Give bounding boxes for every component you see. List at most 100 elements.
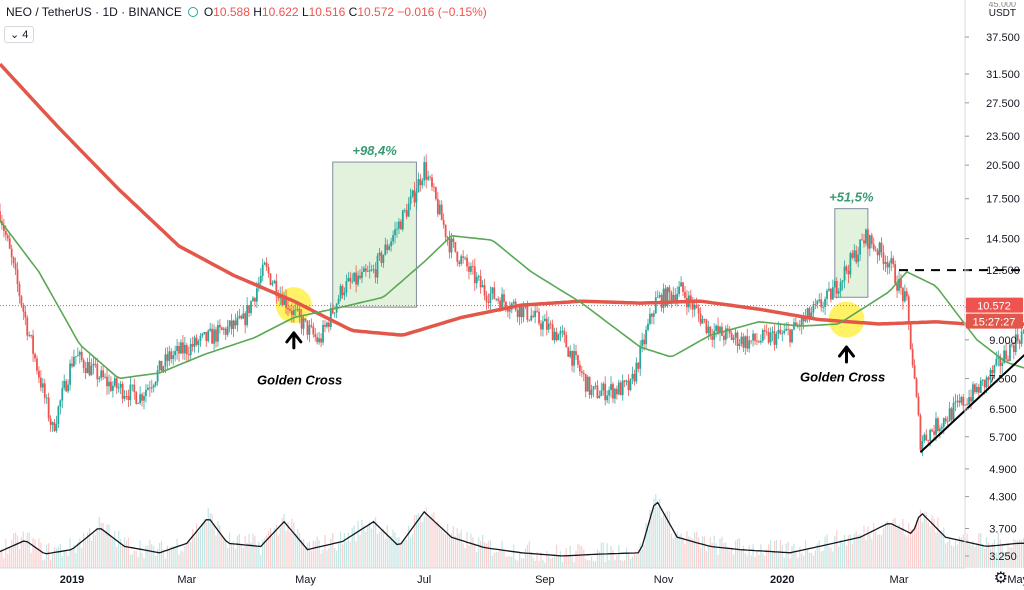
volume-bar (30, 552, 32, 568)
volume-bar (92, 533, 95, 568)
candle-body (94, 363, 97, 365)
candle-body (384, 244, 387, 255)
candle-body (775, 333, 778, 345)
candle-body (668, 287, 671, 293)
candle-body (631, 373, 634, 379)
volume-bar (376, 533, 379, 568)
volume-bar (713, 535, 715, 568)
candle-body (318, 338, 321, 343)
candle-body (294, 309, 297, 311)
y-tick-label: 7.500 (989, 374, 1017, 386)
candle-body (429, 176, 431, 178)
candle-body (45, 397, 48, 399)
volume-bar (184, 545, 186, 568)
volume-bar (398, 537, 400, 568)
volume-bar (921, 522, 923, 568)
volume-bar (682, 537, 684, 568)
candle-body (814, 304, 817, 305)
candle-body (777, 329, 780, 334)
measure-boxes: +98,4% +51,5% (332, 143, 874, 308)
candle-body (808, 308, 811, 318)
gear-icon[interactable]: ⚙ (993, 570, 1008, 587)
candle-body (191, 343, 194, 347)
candle-body (269, 273, 272, 285)
volume-bar (592, 561, 595, 568)
volume-bar (655, 494, 657, 568)
candle-body (78, 351, 81, 356)
volume-bar (160, 540, 163, 568)
volume-bar (631, 556, 634, 568)
volume-bar (287, 522, 289, 568)
candle-body (567, 347, 570, 357)
candle-body (765, 331, 768, 333)
indicators-toggle-button[interactable]: ⌄ 4 (4, 26, 35, 43)
volume-bar (367, 524, 369, 568)
candle-body (250, 301, 252, 314)
candle-body (600, 390, 603, 397)
volume-bar (793, 543, 795, 568)
volume-bar (151, 543, 153, 568)
x-tick-label: May (295, 574, 316, 586)
candle-body (98, 377, 101, 380)
candle-body (277, 296, 280, 299)
candle-body (921, 440, 924, 450)
volume-bar (123, 537, 126, 568)
candle-body (431, 177, 433, 187)
volume-bar (888, 524, 890, 568)
candle-body (882, 252, 885, 264)
volume-bar (538, 560, 540, 568)
candle-body (732, 337, 735, 340)
volume-ma-line (0, 501, 1024, 557)
volume-bar (423, 516, 425, 568)
volume-bar (316, 536, 318, 568)
volume-bar (373, 519, 375, 568)
volume-bar (254, 535, 256, 568)
candle-body (234, 320, 237, 326)
volume-bar (711, 542, 713, 568)
candle-body (907, 296, 910, 322)
volume-bar (297, 529, 299, 568)
candle-body (610, 384, 612, 391)
volume-bar (133, 549, 135, 568)
volume-bar (972, 540, 974, 568)
volume-bar (581, 546, 583, 568)
volume-bar (991, 543, 994, 568)
volume-bar (0, 551, 1, 568)
volume-bar (417, 513, 419, 568)
volume-bar (814, 550, 816, 568)
volume-bar (96, 527, 98, 568)
candle-body (388, 246, 391, 250)
candle-body (292, 309, 295, 316)
volume-bar (849, 534, 851, 568)
volume-bar (481, 534, 484, 568)
candle-body (168, 351, 171, 361)
volume-bar (13, 533, 15, 568)
candle-body (111, 385, 114, 391)
volume-bar (627, 552, 630, 568)
volume-bar (211, 513, 213, 568)
volume-bar (396, 537, 398, 568)
candle-body (748, 340, 751, 349)
volume-bar (536, 552, 538, 568)
volume-bar (878, 534, 881, 568)
support-trendline (919, 353, 1024, 453)
candle-body (549, 323, 552, 325)
candle-body (41, 383, 44, 388)
candle-body (376, 255, 379, 278)
volume-bar (845, 545, 848, 568)
candle-body (580, 371, 583, 373)
volume-bar (754, 556, 756, 568)
volume-bar (509, 556, 511, 568)
candle-body (633, 373, 636, 382)
candle-body (938, 428, 941, 432)
volume-bar (532, 557, 534, 568)
price-change: −0.016 (−0.15%) (397, 5, 487, 19)
volume-bar (166, 545, 168, 568)
volume-bar (902, 518, 904, 568)
volume-bar (215, 535, 217, 568)
volume-bar (225, 540, 227, 568)
volume-bar (81, 547, 83, 568)
candle-body (246, 305, 249, 326)
volume-bars (0, 494, 1024, 568)
